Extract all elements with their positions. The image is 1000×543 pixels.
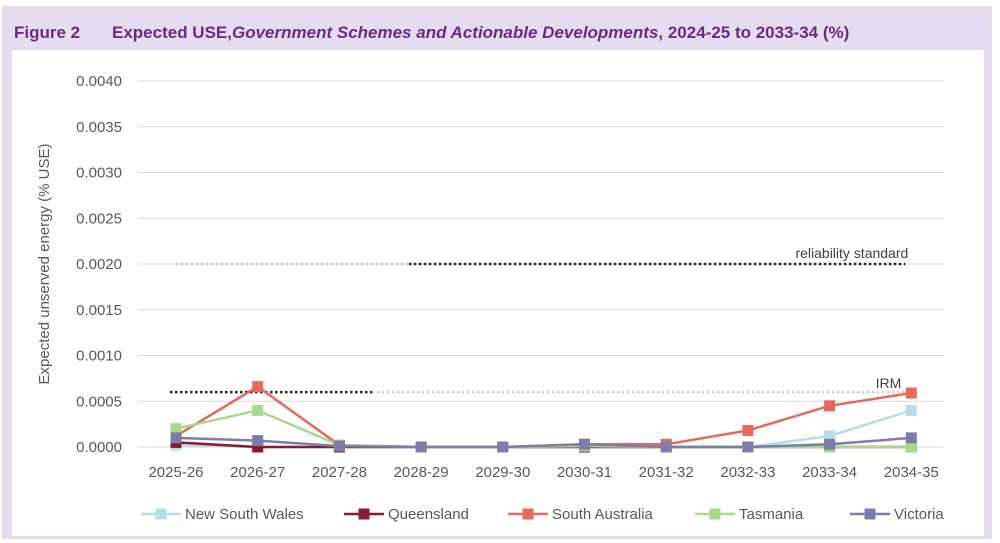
legend-label: Queensland <box>388 506 469 523</box>
figure-title-prefix: Expected USE, <box>112 23 232 42</box>
y-tick-label: 0.0000 <box>76 439 122 456</box>
legend-label: South Australia <box>552 506 654 523</box>
series-line-4 <box>175 436 912 449</box>
x-tick-label: 2029-30 <box>475 464 530 481</box>
plot-card: 0.0040 0.0035 0.0030 0.0025 0.0020 0.0015 0.00… <box>12 50 984 536</box>
figure-frame: Figure 2 Expected USE, Government Scheme… <box>2 6 992 539</box>
x-tick-label: 2030-31 <box>557 464 612 481</box>
y-tick-label: 0.0030 <box>76 165 122 182</box>
data-point <box>905 441 917 453</box>
data-point <box>252 441 264 453</box>
x-tick-label: 2026-27 <box>230 464 285 481</box>
data-point <box>824 430 836 442</box>
legend-marker <box>358 508 370 520</box>
data-point <box>824 400 836 412</box>
y-tick-label: 0.0020 <box>76 256 122 273</box>
data-point <box>660 441 672 453</box>
y-tick-label: 0.0010 <box>76 348 122 365</box>
legend-label: New South Wales <box>185 506 304 523</box>
irm-label: IRM <box>876 375 902 391</box>
y-tick-label: 0.0005 <box>76 393 122 410</box>
x-tick-label: 2025-26 <box>148 464 203 481</box>
data-point <box>742 441 754 453</box>
legend-marker <box>709 508 721 520</box>
legend-marker <box>522 508 534 520</box>
data-point <box>579 438 590 450</box>
data-point <box>497 441 509 453</box>
legend-label: Victoria <box>894 506 944 523</box>
data-point <box>170 423 182 435</box>
data-point <box>905 404 917 416</box>
data-point <box>252 435 264 447</box>
x-tick-label: 2027-28 <box>312 464 367 481</box>
data-point <box>415 441 427 453</box>
x-tick-label: 2034-35 <box>884 464 939 481</box>
figure-title-suffix: , 2024-25 to 2033-34 (%) <box>658 23 850 42</box>
x-tick-label: 2033-34 <box>802 464 857 481</box>
series-line-2 <box>175 385 912 449</box>
data-point <box>824 438 836 450</box>
data-point <box>905 387 917 399</box>
data-point <box>742 425 754 437</box>
data-point <box>333 440 345 452</box>
y-tick-label: 0.0035 <box>76 119 122 136</box>
figure-title-italic: Government Schemes and Actionable Develo… <box>232 23 659 42</box>
y-tick-label: 0.0025 <box>76 210 122 227</box>
line-chart: 0.0040 0.0035 0.0030 0.0025 0.0020 0.0015 0.00… <box>36 73 944 523</box>
y-tick-label: 0.0040 <box>76 73 122 90</box>
data-point <box>252 381 264 393</box>
y-tick-label: 0.0015 <box>76 302 122 319</box>
reliability-standard-label: reliability standard <box>795 245 908 261</box>
figure-label: Figure 2 <box>14 23 81 42</box>
data-point <box>252 404 264 416</box>
data-point <box>170 432 182 444</box>
x-tick-label: 2032-33 <box>720 464 775 481</box>
legend-label: Tasmania <box>739 506 804 523</box>
x-tick-label: 2028-29 <box>394 464 449 481</box>
figure-header: Figure 2 Expected USE, Government Scheme… <box>14 20 849 46</box>
legend-marker <box>155 508 167 520</box>
y-axis-title: Expected unserved energy (% USE) <box>36 144 53 385</box>
legend-marker <box>864 508 876 520</box>
x-tick-label: 2031-32 <box>639 464 694 481</box>
data-point <box>905 432 917 444</box>
